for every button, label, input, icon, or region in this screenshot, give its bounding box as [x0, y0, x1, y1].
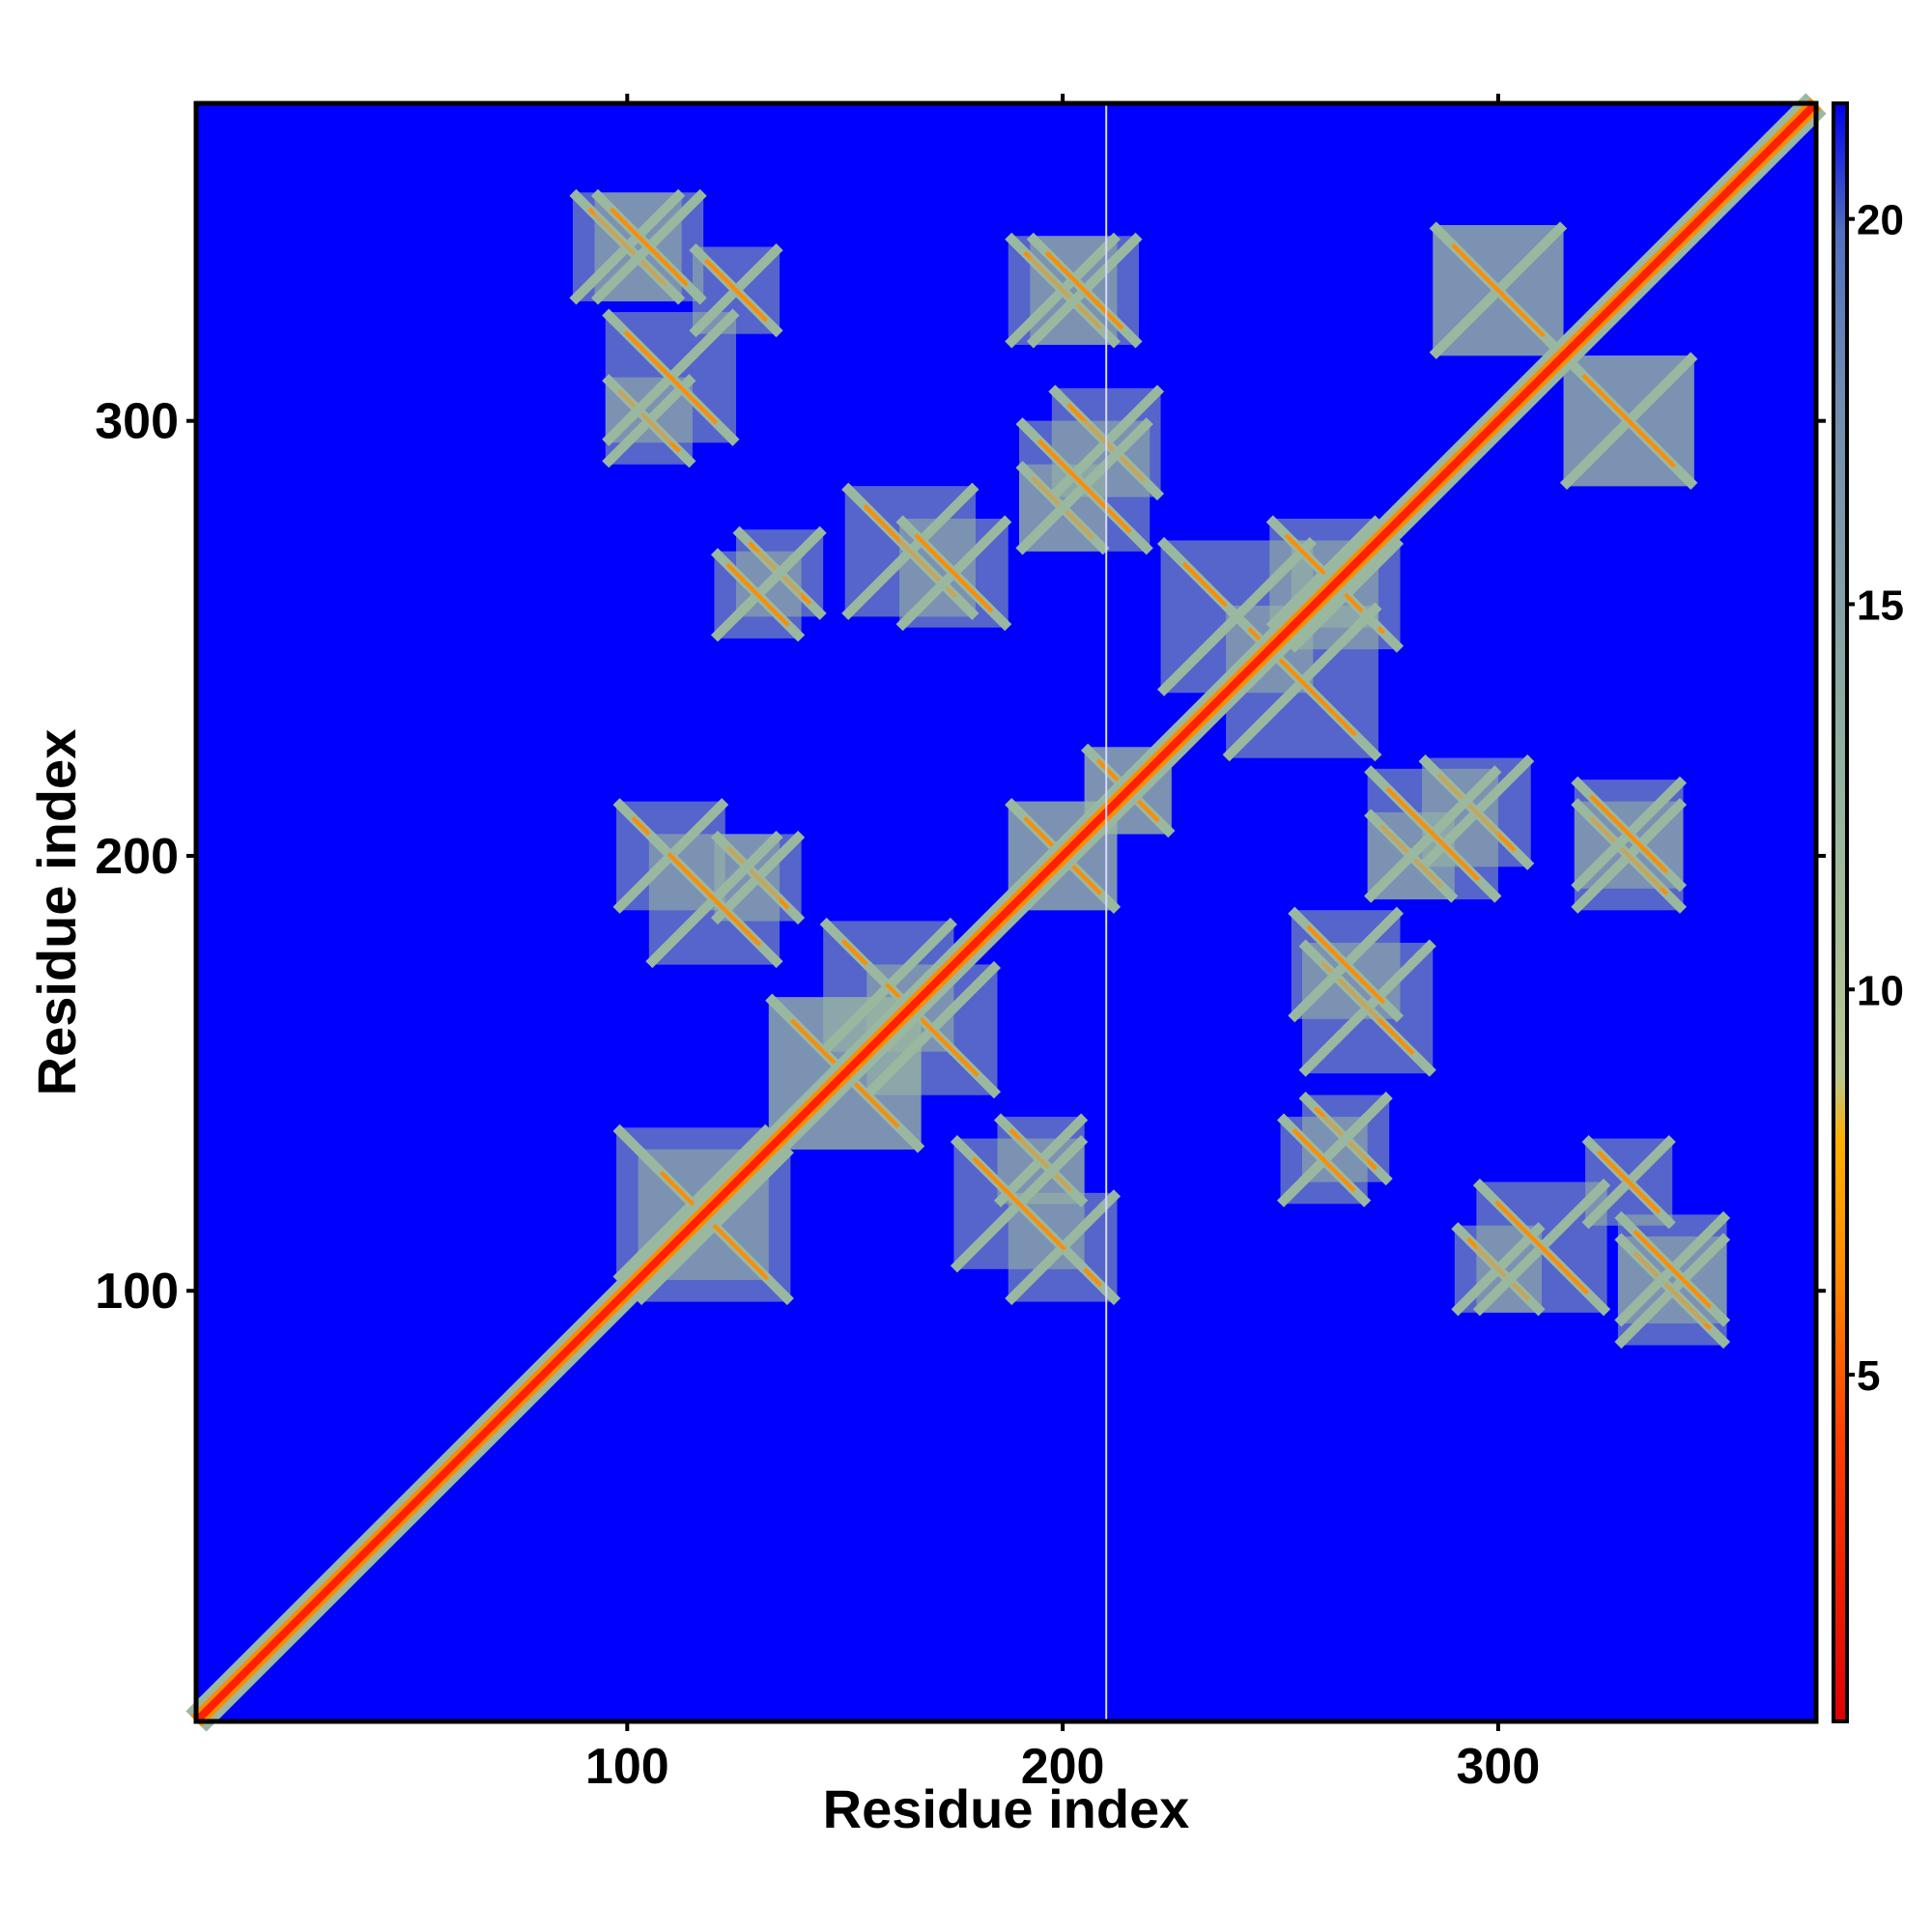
colorbar-tick-label: 15 — [1857, 582, 1904, 629]
contact-core — [972, 1156, 1066, 1251]
axis-ticks: 100 200 300 100 200 300 — [95, 94, 1826, 1795]
x-tick-label: 300 — [1457, 1739, 1541, 1795]
contact-cluster-24-0 — [1614, 1210, 1731, 1327]
x-axis-title: Residue index — [823, 1778, 1190, 1839]
contact-cluster-25-0 — [1276, 1113, 1372, 1208]
colorbar-tick-label: 5 — [1857, 1352, 1880, 1400]
contact-core — [659, 1171, 770, 1281]
contact-core — [667, 852, 762, 947]
contact-core — [623, 329, 719, 425]
colorbar-tick-label: 10 — [1857, 967, 1904, 1014]
contact-core — [1284, 533, 1364, 613]
contact-core — [704, 258, 768, 323]
contact-cluster-17-0 — [1364, 765, 1502, 903]
y-tick-label: 200 — [95, 829, 179, 885]
colorbar-tick-label: 20 — [1857, 197, 1904, 244]
contact-cluster-18-1 — [1026, 232, 1143, 349]
contact-core — [609, 207, 689, 287]
colorbar-bar — [1832, 101, 1849, 1723]
y-tick-label: 100 — [95, 1264, 179, 1320]
contact-core — [1292, 1128, 1356, 1193]
contact-cluster-10-1 — [1429, 221, 1568, 359]
contact-cluster-20-1 — [895, 515, 1012, 632]
x-tick-label: 200 — [1021, 1739, 1105, 1795]
contact-core — [1306, 924, 1385, 1005]
contact-cluster-17-1 — [1015, 417, 1153, 555]
diagonal-line — [193, 100, 1819, 1724]
contact-core — [1581, 373, 1676, 469]
contact-cluster-10-0 — [1559, 352, 1698, 490]
contact-cluster-18-0 — [1571, 776, 1688, 893]
contact-core — [1589, 794, 1669, 874]
contact-cluster-23-0 — [1472, 1179, 1611, 1317]
y-tick-label: 300 — [95, 394, 179, 450]
contact-cluster-22-0 — [950, 1135, 1089, 1273]
contact-core — [1597, 1150, 1662, 1214]
contact-core — [725, 562, 790, 627]
plot-frame — [193, 100, 1819, 1724]
y-axis-title: Residue index — [26, 729, 87, 1096]
colorbar: 5 10 15 20 — [1832, 101, 1904, 1723]
contact-cluster-24-1 — [590, 188, 707, 305]
contact-cluster-23-1 — [602, 308, 740, 446]
contact-cluster-22-1 — [645, 830, 783, 969]
contact-core — [1037, 439, 1132, 533]
heatmap-cells — [185, 93, 1827, 1732]
contact-cluster-25-1 — [710, 548, 806, 642]
contact-core — [1494, 1200, 1589, 1294]
contact-core — [1044, 250, 1124, 330]
x-tick-label: 100 — [585, 1739, 669, 1795]
contact-core — [1633, 1229, 1713, 1309]
contact-cluster-20-0 — [1288, 906, 1405, 1023]
contact-cluster-21-1 — [635, 1146, 794, 1306]
contact-core — [1385, 786, 1481, 882]
contact-core — [914, 533, 994, 613]
contact-core — [1451, 242, 1546, 338]
